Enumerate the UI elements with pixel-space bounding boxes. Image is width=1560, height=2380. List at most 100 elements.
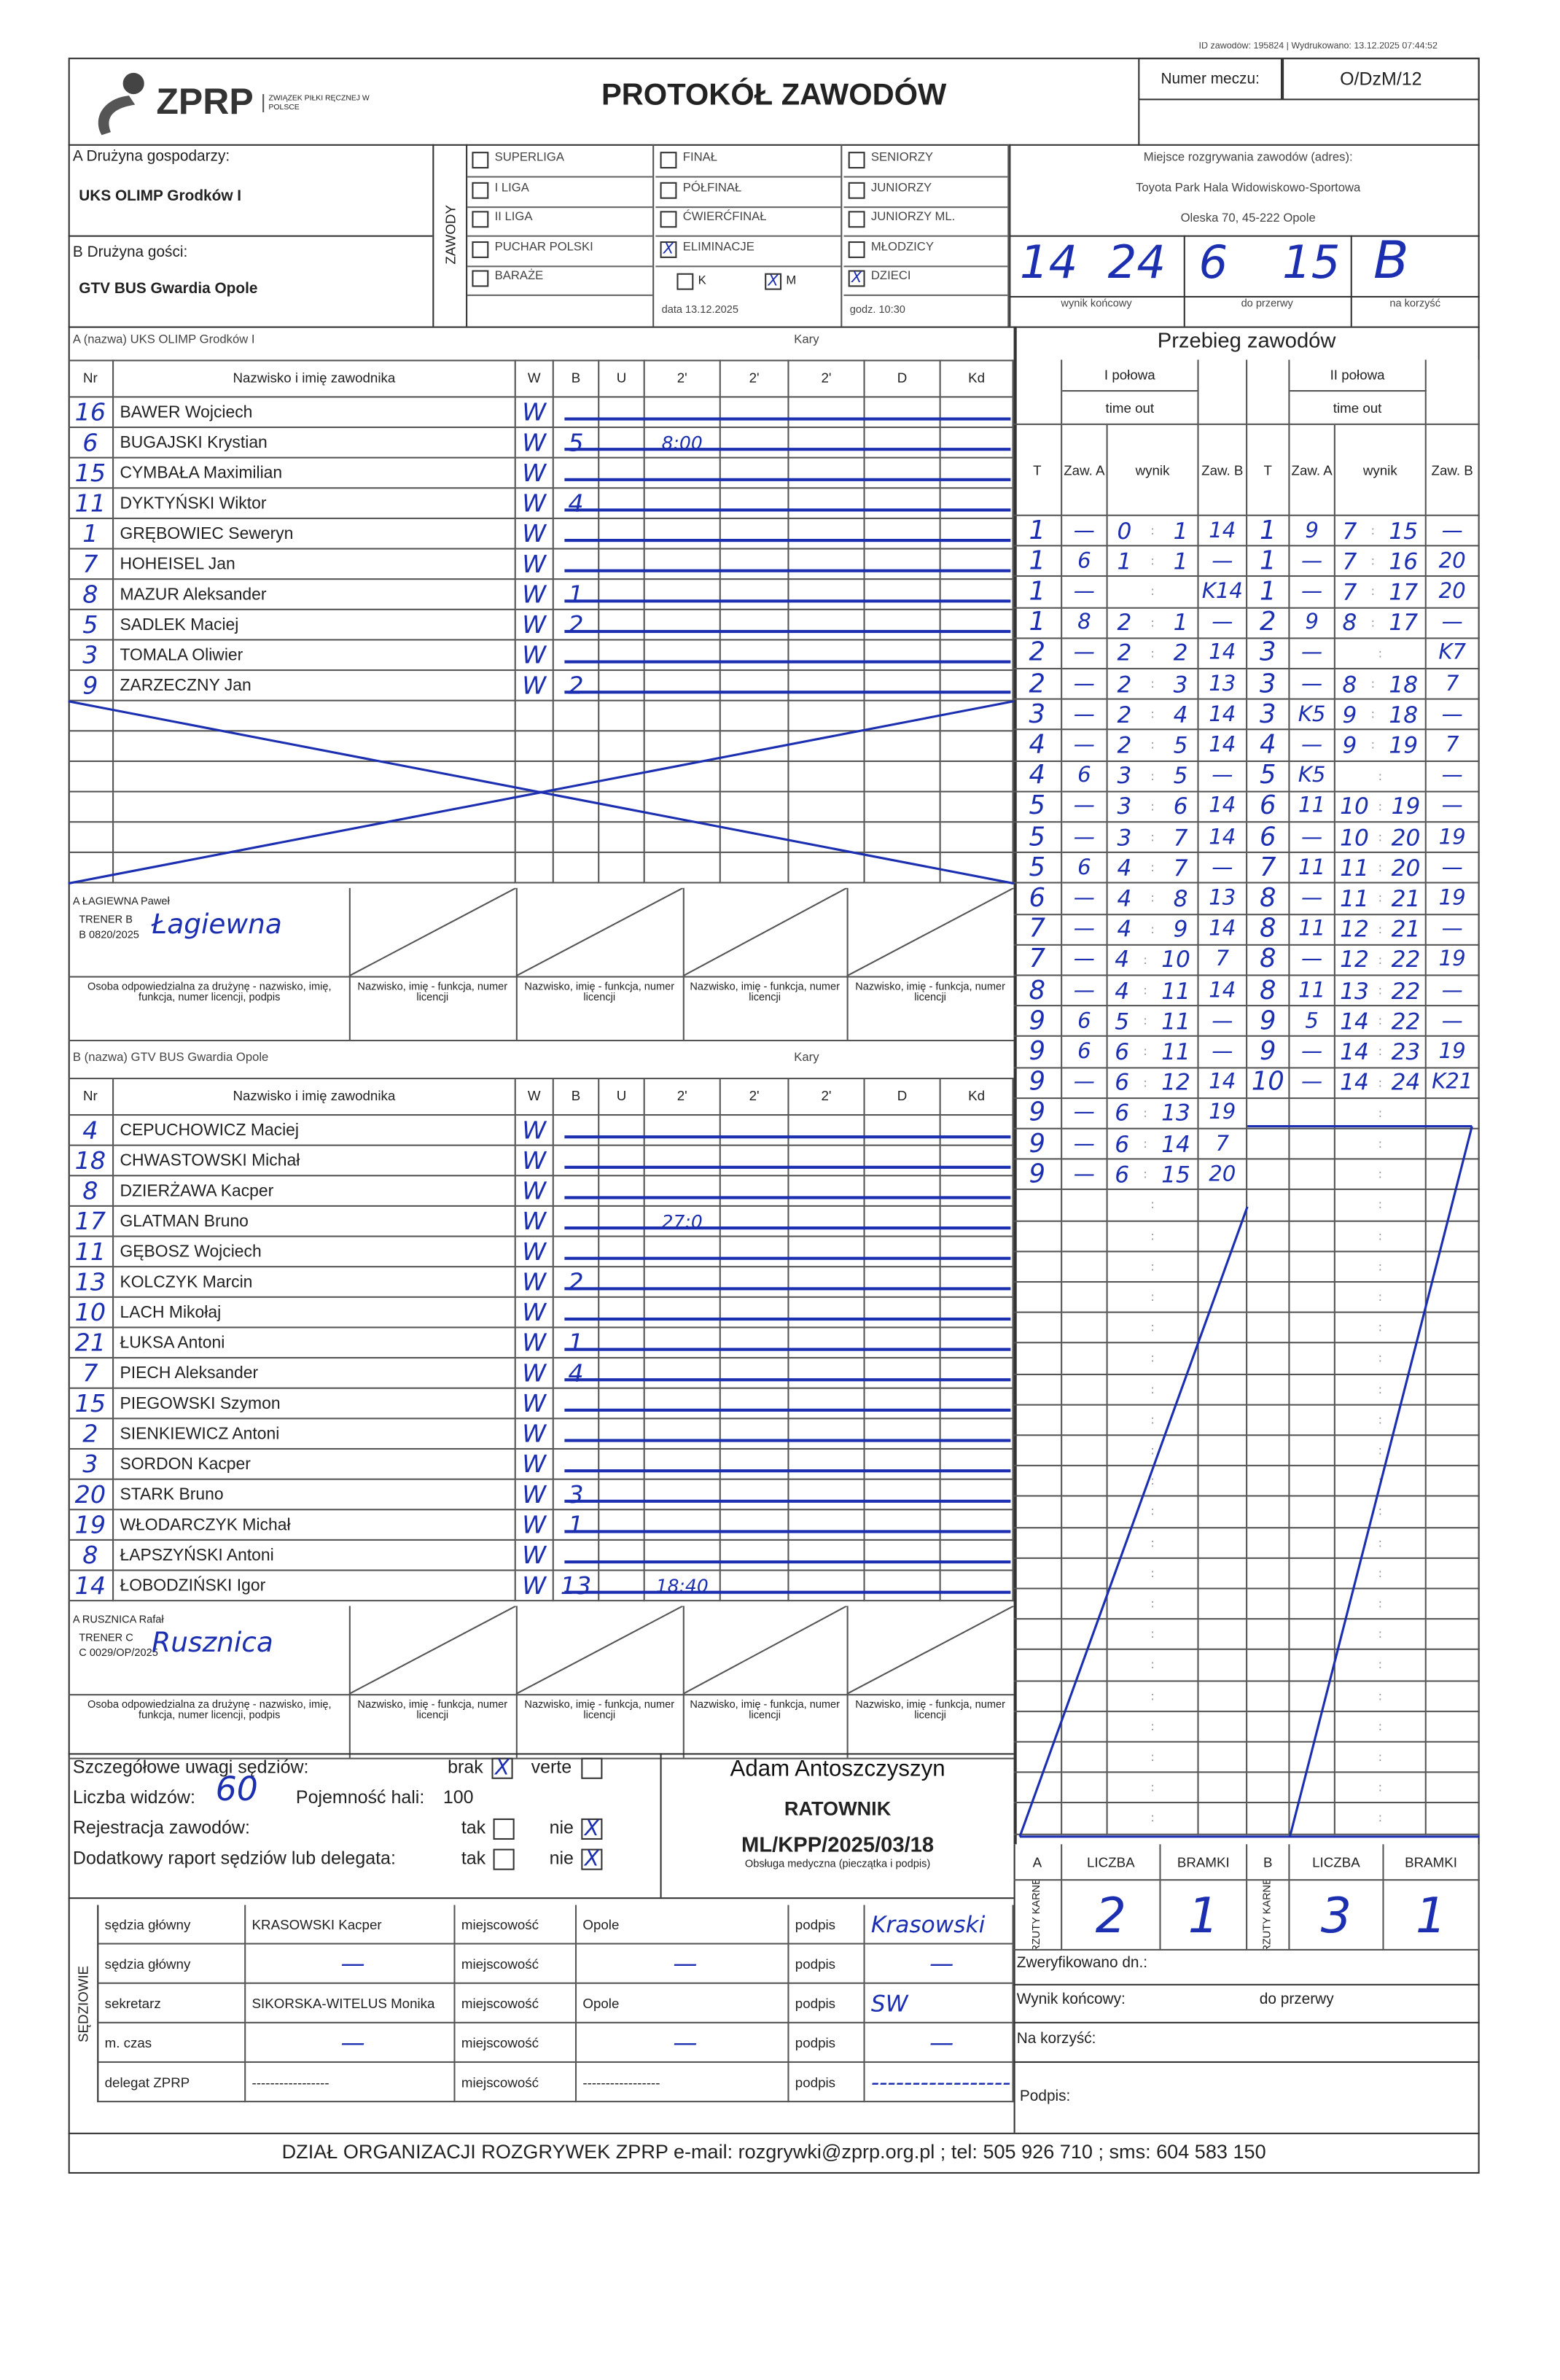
progress-column-wynik: wynik <box>1335 424 1427 516</box>
penalty-label: RZUTY KARNE <box>1247 1881 1290 1951</box>
competition-checkbox[interactable] <box>848 211 865 228</box>
no-remarks-checkbox[interactable]: X <box>491 1757 513 1779</box>
player-p1 <box>644 610 721 641</box>
timeout-header: time out <box>1062 392 1199 425</box>
player-name: CHWASTOWSKI Michał <box>114 1146 516 1177</box>
progress-t <box>1247 1313 1290 1345</box>
competition-checkbox[interactable]: X <box>660 240 677 257</box>
player-p3 <box>789 549 865 580</box>
player-u <box>599 1358 645 1389</box>
score-away: 19 <box>1389 731 1419 759</box>
competition-checkbox[interactable]: X <box>848 270 865 287</box>
competition-checkbox[interactable] <box>472 240 489 257</box>
registration-yes-checkbox[interactable] <box>493 1818 515 1840</box>
player-p1 <box>644 1450 721 1480</box>
player-u <box>599 1571 645 1602</box>
half1-header: I połowa <box>1062 359 1199 392</box>
competition-checkbox[interactable] <box>848 240 865 257</box>
score-home: 4 <box>1115 976 1130 1005</box>
progress-zaw_b <box>1198 1374 1248 1406</box>
progress-t: 1 <box>1013 516 1063 547</box>
progress-t <box>1247 1436 1290 1467</box>
player-p2 <box>720 428 789 459</box>
progress-t <box>1013 1221 1063 1252</box>
official-role: TRENER B <box>79 915 133 926</box>
progress-zaw_b: — <box>1198 853 1248 884</box>
progress-t <box>1247 1773 1290 1804</box>
player-b <box>553 1206 600 1237</box>
player-u <box>599 731 645 763</box>
player-nr: 15 <box>68 458 114 489</box>
competition-option: I LIGA <box>494 179 529 194</box>
competition-checkbox[interactable] <box>848 152 865 169</box>
progress-zaw_a: — <box>1062 1159 1108 1191</box>
progress-t <box>1247 1129 1290 1160</box>
player-u <box>599 1450 645 1480</box>
player-p3 <box>789 610 865 641</box>
progress-t: 3 <box>1247 700 1290 731</box>
score-home: 10 <box>1340 793 1369 820</box>
score-cell: : <box>1107 1497 1199 1528</box>
assistant-caption: Nazwisko, imię - funkcja, numer licencji <box>524 981 675 1004</box>
verte-checkbox[interactable] <box>581 1757 603 1779</box>
competition-checkbox[interactable] <box>660 152 677 169</box>
player-name: GĘBOSZ Wojciech <box>114 1237 516 1268</box>
player-u <box>599 701 645 732</box>
gender-m-checkbox[interactable]: X <box>765 273 782 290</box>
player-p2 <box>720 1450 789 1480</box>
player-p3 <box>789 1267 865 1298</box>
player-p3 <box>789 1388 865 1420</box>
score-away: 5 <box>1173 762 1188 790</box>
player-kd <box>940 1237 1014 1268</box>
competition-checkbox[interactable] <box>472 181 489 198</box>
score-cell: 6:13 <box>1107 1098 1199 1129</box>
competition-checkbox[interactable] <box>472 211 489 228</box>
player-d <box>865 822 941 853</box>
player-u <box>599 1206 645 1237</box>
match-number: O/DzM/12 <box>1282 58 1480 101</box>
competition-checkbox[interactable] <box>848 181 865 198</box>
player-u <box>599 1328 645 1359</box>
competition-checkbox[interactable] <box>472 152 489 169</box>
progress-t: 9 <box>1247 1006 1290 1038</box>
player-b <box>553 852 600 884</box>
player-w: W <box>515 489 554 519</box>
player-d <box>865 1237 941 1268</box>
competition-checkbox[interactable] <box>472 270 489 287</box>
progress-zaw_b <box>1426 1589 1480 1620</box>
score-cell: : <box>1335 1589 1427 1620</box>
progress-zaw_a: — <box>1062 792 1108 823</box>
competition-checkbox[interactable] <box>660 181 677 198</box>
registration-no-checkbox[interactable]: X <box>581 1818 603 1840</box>
progress-zaw_a: — <box>1062 1098 1108 1129</box>
report-no-checkbox[interactable]: X <box>581 1848 603 1870</box>
progress-zaw_b: 20 <box>1198 1159 1248 1191</box>
unused-penalties-line <box>564 1348 1011 1350</box>
player-name: ZARZECZNY Jan <box>114 671 516 701</box>
referee-place: — <box>577 1944 789 1984</box>
unused-penalties-line <box>564 1530 1011 1533</box>
competition-checkbox[interactable] <box>660 211 677 228</box>
score-home: 12 <box>1340 915 1369 944</box>
player-p3 <box>789 1450 865 1480</box>
player-p3 <box>789 1146 865 1177</box>
progress-t <box>1247 1466 1290 1498</box>
unused-penalties-line <box>564 508 1011 511</box>
player-d <box>865 1328 941 1359</box>
player-u <box>599 518 645 550</box>
progress-zaw_b <box>1426 1773 1480 1804</box>
referee-name: — <box>246 1944 456 1984</box>
player-d <box>865 610 941 641</box>
player-w: W <box>515 1450 554 1480</box>
player-nr: 11 <box>68 489 114 519</box>
progress-zaw_a: — <box>1062 884 1108 915</box>
player-u <box>599 1297 645 1329</box>
player-b <box>553 731 600 763</box>
score-cell: 14:24 <box>1335 1068 1427 1099</box>
progress-zaw_a <box>1062 1589 1108 1620</box>
player-p3 <box>789 671 865 701</box>
diagonal-line <box>348 1606 516 1695</box>
report-yes-checkbox[interactable] <box>493 1848 515 1870</box>
referee-place: Opole <box>577 1905 789 1945</box>
gender-k-checkbox[interactable] <box>676 273 694 290</box>
